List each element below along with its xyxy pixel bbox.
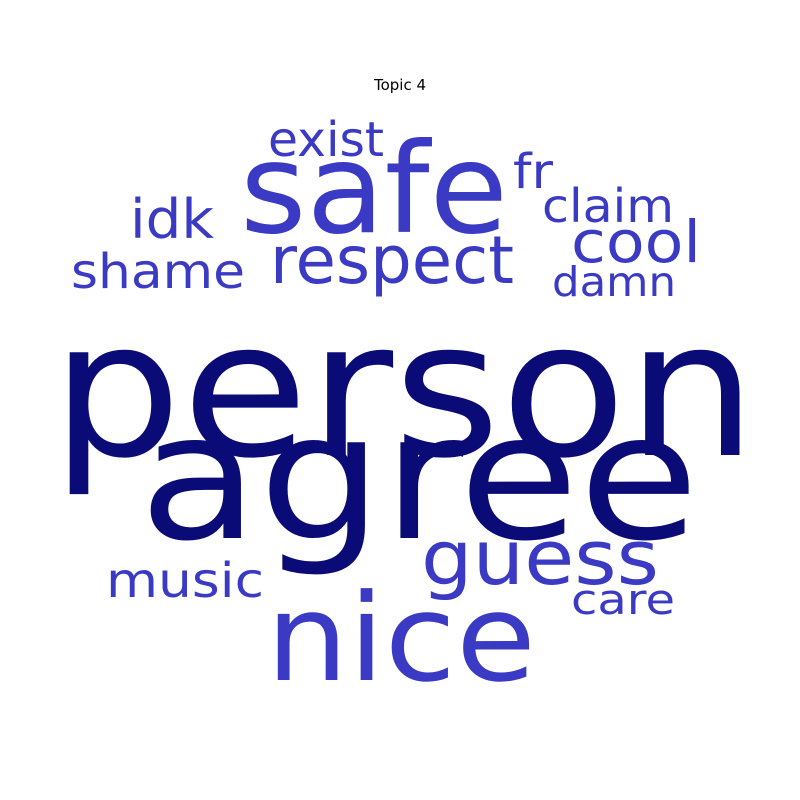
word-cool: cool [571,208,701,276]
word-fr: fr [513,144,553,200]
word-agree: agree [139,377,699,580]
word-nice: nice [266,568,536,709]
chart-title: Topic 4 [373,76,427,94]
word-person: person [51,281,757,500]
word-exist: exist [268,112,384,168]
word-respect: respect [270,222,514,299]
word-damn: damn [552,258,676,306]
word-claim: claim [542,179,674,233]
word-guess: guess [421,513,659,602]
word-safe: safe [240,117,508,262]
word-shame: shame [71,244,245,300]
word-care: care [571,575,675,624]
word-music: music [106,553,264,609]
word-idk: idk [130,188,215,251]
